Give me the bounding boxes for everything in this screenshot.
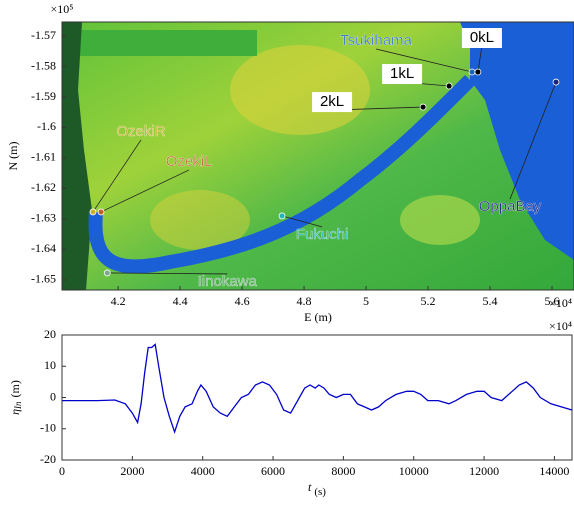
point-label-text: 0kL — [470, 29, 494, 46]
x-axis-label: E (m) — [304, 310, 332, 324]
point-marker — [104, 270, 110, 276]
point-marker — [469, 69, 475, 75]
point-label-text: Tsukihama — [340, 32, 412, 49]
point-label: Iinokawa — [198, 273, 258, 290]
point-label: Tsukihama — [340, 32, 412, 49]
point-label: 2kL — [312, 92, 352, 112]
x-tick-label: 10000 — [399, 464, 429, 478]
y-tick-label: -1.6 — [37, 119, 56, 133]
point-marker — [90, 209, 96, 215]
y-tick-label: -1.65 — [31, 272, 56, 286]
x-tick-label: 4.4 — [173, 294, 188, 308]
x-tick-label: 5.4 — [483, 294, 498, 308]
y-tick-label: -1.64 — [31, 241, 56, 255]
y-tick-label: -1.62 — [31, 180, 56, 194]
x-axis-label: t(s) — [308, 480, 326, 498]
y-tick-label: -20 — [40, 452, 56, 466]
plot-frame — [62, 335, 572, 460]
point-label: OzekiR — [116, 123, 165, 140]
x-multiplier: ×10⁴ — [549, 319, 572, 333]
point-label: Fukuchi — [296, 226, 349, 243]
y-tick-label: 20 — [44, 327, 56, 341]
y-label-subscript: In — [13, 401, 23, 410]
point-label: 0kL — [462, 28, 502, 48]
point-label: OzekiL — [166, 153, 213, 170]
figure: 4.24.44.64.855.25.45.6-1.57-1.58-1.59-1.… — [0, 0, 574, 500]
x-tick-label: 6000 — [261, 464, 285, 478]
x-label-unit: (s) — [314, 486, 326, 498]
y-label-unit: (m) — [8, 380, 22, 397]
point-label-text: Iinokawa — [198, 273, 258, 290]
y-tick-label: -1.61 — [31, 150, 56, 164]
x-tick-label: 0 — [59, 464, 65, 478]
point-marker — [446, 83, 452, 89]
x-tick-label: 5.2 — [421, 294, 436, 308]
x-multiplier: ×10⁴ — [549, 296, 572, 310]
x-tick-label: 4.6 — [235, 294, 250, 308]
y-tick-label: 0 — [50, 389, 56, 403]
y-tick-label: 10 — [44, 358, 56, 372]
y-axis-label: N (m) — [6, 142, 20, 171]
point-marker — [420, 104, 426, 110]
x-tick-label: 12000 — [469, 464, 499, 478]
y-axis-label: ηIn(m) — [8, 380, 23, 415]
point-marker — [553, 79, 559, 85]
x-tick-label: 14000 — [539, 464, 569, 478]
point-marker — [279, 213, 285, 219]
y-tick-label: -1.63 — [31, 211, 56, 225]
point-label-text: OzekiL — [166, 153, 213, 170]
point-label-text: 2kL — [320, 93, 344, 110]
y-tick-label: -1.57 — [31, 28, 56, 42]
x-tick-label: 4.8 — [297, 294, 312, 308]
y-multiplier: ×10⁵ — [51, 2, 74, 16]
x-tick-label: 8000 — [331, 464, 355, 478]
x-label-symbol: t — [308, 480, 312, 494]
x-tick-label: 4.2 — [111, 294, 126, 308]
x-tick-label: 4000 — [191, 464, 215, 478]
point-marker — [98, 209, 104, 215]
map-background — [62, 22, 574, 290]
point-label-text: OppaBay — [479, 198, 542, 215]
x-tick-label: 2000 — [120, 464, 144, 478]
y-tick-label: -1.59 — [31, 89, 56, 103]
point-label-text: OzekiR — [116, 123, 165, 140]
data-line — [62, 344, 572, 432]
y-tick-label: -1.58 — [31, 58, 56, 72]
point-label-text: 1kL — [390, 65, 414, 82]
point-marker — [475, 69, 481, 75]
y-tick-label: -10 — [40, 421, 56, 435]
point-label: OppaBay — [479, 198, 542, 215]
x-tick-label: 5 — [363, 294, 369, 308]
point-label: 1kL — [382, 64, 422, 84]
point-label-text: Fukuchi — [296, 226, 349, 243]
